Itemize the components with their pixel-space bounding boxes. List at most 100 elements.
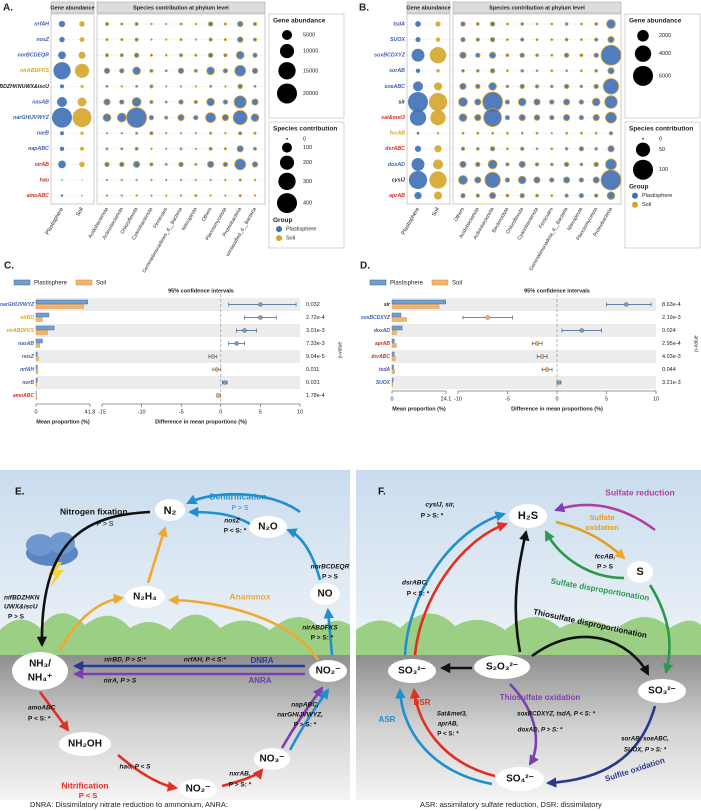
legend-title: Group <box>273 217 293 224</box>
node <box>638 679 686 703</box>
diff-point <box>210 354 216 359</box>
bar <box>391 364 394 370</box>
legend-label: 10000 <box>303 49 318 55</box>
contribution-bubble <box>209 178 212 182</box>
abundance-bubble <box>413 81 423 92</box>
tick-label: 0 <box>555 396 558 402</box>
contribution-bubble <box>594 131 598 135</box>
contribution-bubble <box>474 176 482 184</box>
contribution-bubble <box>505 22 509 26</box>
contribution-bubble <box>164 100 168 104</box>
contribution-bubble <box>105 38 109 42</box>
column-label: Others <box>453 206 466 222</box>
diagram-label: oxidation <box>585 523 619 532</box>
bar <box>391 304 440 309</box>
contribution-bubble <box>119 99 125 105</box>
node <box>249 516 287 538</box>
bar <box>35 369 39 374</box>
legend-label: Plastisphere <box>642 193 672 199</box>
contribution-bubble <box>164 115 169 120</box>
axis-title: Mean proportion (%) <box>392 406 446 412</box>
contribution-bubble <box>483 108 502 127</box>
bar <box>391 382 393 387</box>
contribution-bubble <box>517 175 527 185</box>
contribution-bubble <box>474 98 482 106</box>
row-stripe <box>392 324 656 337</box>
contribution-bubble <box>550 194 554 198</box>
contribution-bubble <box>133 160 141 168</box>
bar <box>35 395 37 400</box>
diagram-label: N₂ <box>164 505 177 517</box>
bar <box>35 356 39 361</box>
contribution-bubble <box>232 110 248 126</box>
contribution-bubble <box>179 178 183 182</box>
contribution-bubble <box>120 38 124 42</box>
bar <box>391 299 446 305</box>
contribution-bubble <box>194 194 198 198</box>
contribution-bubble <box>236 145 244 153</box>
row-stripe <box>392 350 656 363</box>
contribution-bubble <box>600 169 622 191</box>
row-stripe <box>36 350 300 363</box>
contribution-bubble <box>504 177 511 183</box>
panel-label: B. <box>359 3 369 14</box>
abundance-bubble <box>61 179 63 181</box>
header: Species contribution at phylum level <box>489 5 585 11</box>
contribution-bubble <box>120 85 124 88</box>
category-label: dsrABC <box>371 354 390 360</box>
tick-label: 24.1 <box>441 396 452 402</box>
contribution-bubble <box>565 69 568 73</box>
diagram-label: P > S <box>322 574 339 581</box>
abundance-bubble <box>77 97 87 107</box>
axis-title: Mean proportion (%) <box>36 419 90 425</box>
contribution-bubble <box>194 147 198 151</box>
diagram-label: norBCDEQR <box>311 564 350 571</box>
abundance-bubble <box>53 62 71 80</box>
contribution-bubble <box>177 114 185 122</box>
abundance-bubble <box>415 21 421 27</box>
gene-label: doxAD <box>388 162 405 168</box>
contribution-bubble <box>223 38 227 42</box>
gene-label: hao <box>40 177 50 183</box>
node <box>388 659 436 683</box>
contribution-bubble <box>194 85 198 88</box>
contribution-bubble <box>534 162 540 167</box>
abundance-bubble <box>414 191 422 200</box>
tick-label: 10 <box>653 396 659 402</box>
contribution-bubble <box>148 114 155 121</box>
contribution-bubble <box>134 22 139 26</box>
diagram-label: NO₂⁻ <box>316 666 341 677</box>
contribution-bubble <box>238 131 243 136</box>
contribution-bubble <box>133 52 140 58</box>
ci-title: 95% confidence intervals <box>524 288 590 294</box>
abundance-bubble <box>435 37 441 42</box>
contribution-bubble <box>606 19 616 29</box>
bar <box>391 338 395 344</box>
tick-label: -10 <box>138 409 146 415</box>
diagram-label: P > S <box>96 521 114 528</box>
diff-point <box>222 380 227 385</box>
contribution-bubble <box>564 37 569 42</box>
contribution-bubble <box>221 114 229 122</box>
panel-label: D. <box>360 261 370 272</box>
contribution-bubble <box>164 38 168 41</box>
contribution-bubble <box>535 147 539 151</box>
contribution-bubble <box>208 146 213 151</box>
contribution-bubble <box>209 194 212 197</box>
bar <box>35 364 38 370</box>
tick-label: 0 <box>390 396 393 402</box>
diagram-label: Anammox <box>229 591 270 601</box>
contribution-bubble <box>535 53 539 58</box>
row-stripe <box>36 376 300 389</box>
contribution-bubble <box>460 21 466 27</box>
contribution-bubble <box>564 146 569 151</box>
legend-label: Plastisphere <box>286 227 316 233</box>
tick-label: -15 <box>98 409 106 415</box>
contribution-bubble <box>105 147 109 151</box>
abundance-bubble <box>60 194 64 197</box>
contribution-bubble <box>580 22 583 26</box>
contribution-bubble <box>134 146 139 151</box>
tick-label: -5 <box>179 409 184 415</box>
gene-label: nasAB <box>32 99 49 105</box>
contribution-bubble <box>458 175 468 185</box>
